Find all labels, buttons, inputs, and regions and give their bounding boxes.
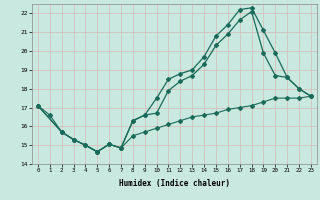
X-axis label: Humidex (Indice chaleur): Humidex (Indice chaleur) <box>119 179 230 188</box>
